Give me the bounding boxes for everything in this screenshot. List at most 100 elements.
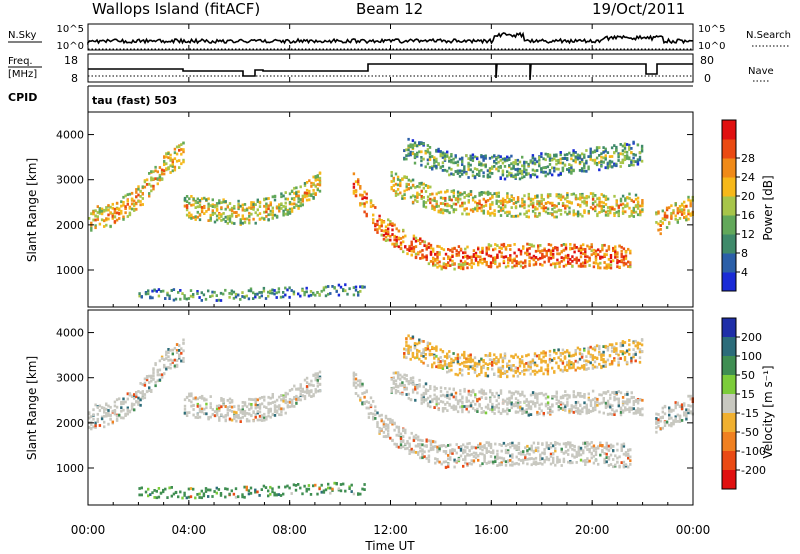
- power-echo-cell: [275, 296, 278, 299]
- velocity-echo-cell: [491, 358, 494, 362]
- power-echo-cell: [230, 292, 233, 296]
- velocity-echo-cell: [521, 370, 524, 373]
- velocity-echo-cell: [310, 395, 313, 398]
- velocity-echo-cell: [590, 456, 593, 460]
- power-echo-cell: [600, 193, 603, 196]
- velocity-echo-cell: [432, 448, 435, 451]
- velocity-echo-cell: [480, 368, 483, 371]
- velocity-echo-cell: [542, 413, 545, 417]
- velocity-echo-cell: [207, 416, 210, 420]
- power-echo-cell: [545, 252, 548, 256]
- velocity-echo-cell: [613, 398, 616, 402]
- power-echo-cell: [534, 256, 538, 259]
- power-echo-cell: [453, 262, 456, 265]
- velocity-echo-cell: [539, 458, 542, 461]
- power-echo-cell: [560, 259, 563, 263]
- velocity-echo-cell: [310, 379, 313, 383]
- velocity-echo-cell: [494, 458, 497, 461]
- velocity-echo-cell: [521, 407, 524, 411]
- power-echo-cell: [372, 204, 375, 208]
- power-echo-cell: [572, 153, 575, 157]
- velocity-echo-cell: [619, 406, 623, 410]
- velocity-echo-cell: [516, 391, 520, 395]
- power-echo-cell: [428, 166, 432, 169]
- power-echo-cell: [514, 214, 518, 218]
- power-echo-cell: [584, 253, 587, 256]
- power-echo-cell: [196, 292, 199, 295]
- velocity-echo-cell: [579, 458, 583, 462]
- velocity-echo-cell: [372, 400, 375, 403]
- velocity-echo-cell: [493, 353, 496, 357]
- power-echo-cell: [570, 193, 573, 196]
- power-echo-cell: [615, 210, 618, 214]
- power-echo-cell: [301, 197, 304, 201]
- velocity-echo-cell: [594, 453, 598, 456]
- power-echo-cell: [292, 292, 296, 296]
- power-echo-cell: [331, 285, 334, 288]
- velocity-echo-cell: [158, 373, 162, 377]
- velocity-echo-cell: [171, 348, 174, 352]
- velocity-echo-cell: [454, 391, 458, 395]
- power-echo-cell: [549, 243, 553, 247]
- power-echo-cell: [423, 255, 426, 259]
- power-echo-cell: [130, 191, 134, 195]
- power-echo-cell: [428, 151, 432, 155]
- velocity-echo-cell: [215, 407, 219, 411]
- velocity-echo-cell: [382, 435, 386, 438]
- power-echo-cell: [137, 200, 140, 203]
- power-echo-cell: [207, 219, 210, 222]
- velocity-echo-cell: [629, 455, 632, 459]
- power-echo-cell: [665, 208, 669, 212]
- velocity-echo-cell: [574, 403, 578, 407]
- power-echo-cell: [211, 290, 214, 294]
- power-echo-cell: [483, 257, 486, 261]
- power-echo-cell: [228, 217, 232, 221]
- velocity-echo-cell: [413, 356, 417, 360]
- power-echo-cell: [194, 215, 197, 219]
- power-echo-cell: [420, 189, 423, 193]
- power-echo-cell: [263, 204, 266, 208]
- power-echo-cell: [602, 205, 605, 209]
- power-echo-cell: [499, 158, 502, 162]
- power-echo-cell: [411, 178, 415, 182]
- power-echo-cell: [555, 210, 558, 214]
- power-echo-cell: [486, 175, 490, 178]
- velocity-echo-cell: [471, 364, 475, 368]
- power-echo-cell: [641, 199, 644, 202]
- power-echo-cell: [422, 203, 425, 206]
- power-echo-cell: [440, 247, 443, 250]
- power-echo-cell: [404, 234, 407, 238]
- power-echo-cell: [584, 255, 587, 258]
- power-echo-cell: [449, 256, 452, 260]
- velocity-echo-cell: [469, 353, 472, 357]
- power-echo-cell: [436, 255, 439, 259]
- velocity-echo-cell: [90, 415, 93, 419]
- power-echo-cell: [405, 154, 408, 157]
- velocity-echo-cell: [92, 408, 95, 412]
- power-echo-cell: [529, 174, 532, 177]
- velocity-echo-cell: [248, 397, 251, 401]
- power-echo-cell: [555, 193, 558, 196]
- velocity-echo-cell: [609, 453, 613, 457]
- velocity-echo-cell: [429, 439, 433, 443]
- power-echo-cell: [354, 180, 358, 184]
- velocity-echo-cell: [433, 355, 436, 358]
- velocity-echo-cell: [473, 363, 477, 367]
- power-echo-cell: [149, 295, 152, 299]
- velocity-echo-cell: [414, 444, 418, 448]
- power-echo-cell: [90, 221, 93, 225]
- power-echo-cell: [459, 247, 463, 251]
- velocity-echo-cell: [587, 396, 590, 400]
- velocity-echo-cell: [260, 402, 264, 406]
- velocity-echo-cell: [90, 420, 93, 424]
- power-echo-cell: [100, 212, 104, 216]
- velocity-echo-cell: [235, 411, 238, 414]
- velocity-echo-cell: [499, 366, 502, 370]
- power-echo-cell: [260, 291, 263, 294]
- power-echo-cell: [476, 172, 479, 176]
- power-echo-cell: [620, 245, 623, 249]
- velocity-echo-cell: [314, 388, 317, 391]
- velocity-echo-cell: [405, 337, 408, 341]
- power-echo-cell: [111, 217, 114, 220]
- power-echo-cell: [594, 207, 597, 211]
